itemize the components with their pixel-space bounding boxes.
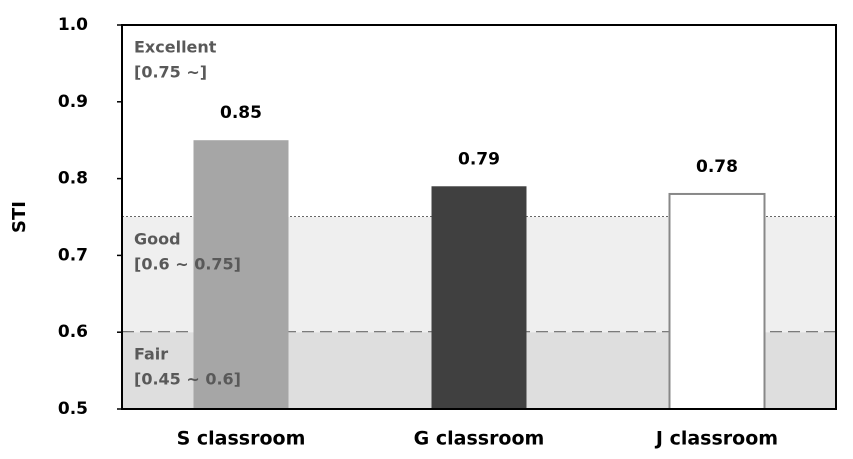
x-tick-label: S classroom: [177, 428, 306, 450]
plot-frame: [121, 24, 837, 410]
y-tick-label: 0.5: [58, 399, 88, 419]
zone-label: Fair: [134, 345, 168, 364]
bars: [193, 140, 766, 410]
x-tick-label: J classroom: [654, 428, 778, 450]
y-tick-label: 0.6: [58, 322, 88, 342]
zone-range-label: [0.45 ~ 0.6]: [134, 370, 241, 389]
zone-range-label: [0.6 ~ 0.75]: [134, 255, 241, 274]
x-tick-label: G classroom: [414, 428, 545, 450]
y-tick-label: 1.0: [58, 15, 88, 35]
bar: [431, 186, 527, 409]
y-axis-label: STI: [9, 201, 30, 233]
y-tick-label: 0.9: [58, 92, 88, 112]
zone-label: Excellent: [134, 38, 217, 57]
value-label: 0.79: [458, 149, 500, 169]
value-label: 0.78: [696, 157, 738, 177]
bar: [193, 140, 289, 409]
y-tick-label: 0.8: [58, 169, 88, 189]
value-label: 0.85: [220, 103, 262, 123]
bar: [668, 192, 766, 410]
y-tick-label: 0.7: [58, 245, 88, 265]
zone-range-label: [0.75 ~]: [134, 63, 207, 82]
zone-label: Good: [134, 230, 181, 249]
